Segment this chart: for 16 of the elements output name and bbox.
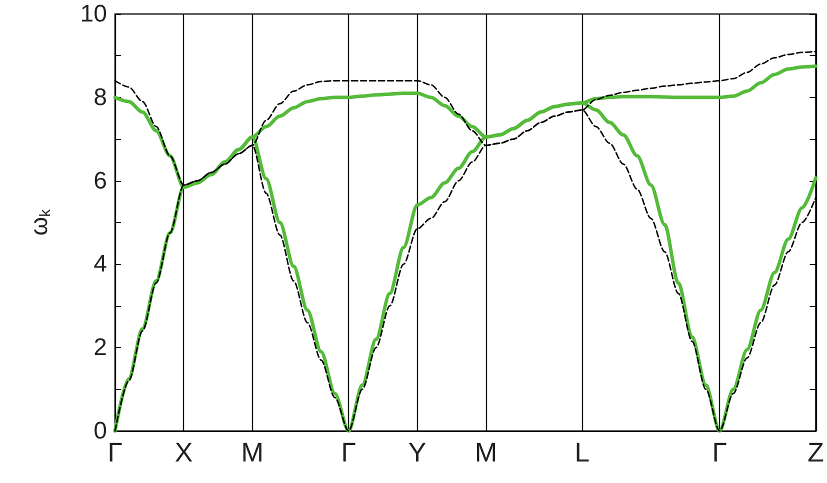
x-tick-label: M xyxy=(241,438,264,468)
y-tick-label: 6 xyxy=(94,167,107,194)
x-tick-label: Γ xyxy=(341,438,356,468)
y-tick-label: 2 xyxy=(94,334,107,362)
x-tick-label: X xyxy=(174,438,193,468)
y-tick-label: 0 xyxy=(94,418,107,444)
y-tick-label: 8 xyxy=(94,84,107,111)
y-tick-label: 10 xyxy=(80,0,107,28)
y-tick-label: 4 xyxy=(94,250,107,278)
x-tick-label: L xyxy=(574,438,590,468)
x-tick-label: Γ xyxy=(712,438,728,468)
y-axis-title: ωk xyxy=(26,208,54,236)
x-tick-label: M xyxy=(474,438,498,468)
x-tick-label: Γ xyxy=(108,438,123,468)
x-tick-label: Y xyxy=(408,438,426,468)
x-tick-label: Z xyxy=(808,438,824,468)
